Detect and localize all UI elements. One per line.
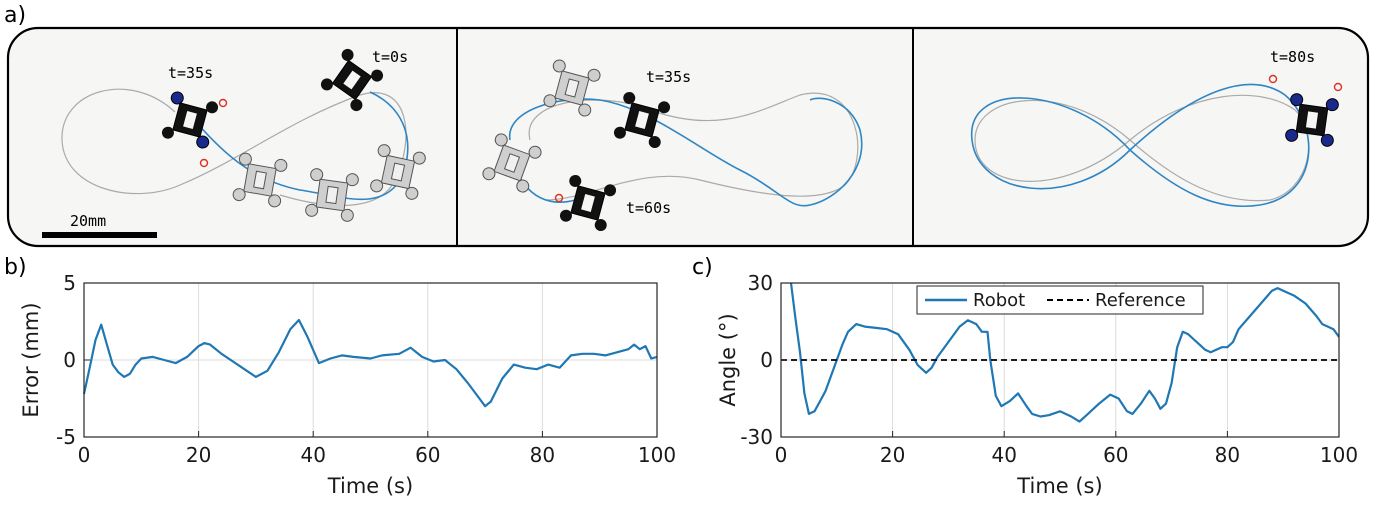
- y-axis-label: Angle (°): [716, 313, 740, 406]
- x-tick-label: 100: [1320, 443, 1358, 467]
- time-label: t=0s: [372, 48, 408, 66]
- target-marker: [1268, 74, 1278, 84]
- target-marker: [1333, 82, 1343, 92]
- time-label: t=35s: [646, 68, 691, 86]
- x-tick-label: 100: [638, 443, 676, 467]
- series-line-robot: [789, 282, 1340, 423]
- photo-panel-2: t=35s t=60s: [482, 59, 863, 232]
- robot-trajectory-3: [971, 83, 1310, 208]
- y-tick-label: 5: [63, 271, 76, 295]
- panel-label-c: c): [692, 255, 713, 280]
- scale-bar-label: 20mm: [70, 212, 106, 230]
- reference-path-2: [528, 92, 859, 201]
- x-tick-label: 80: [530, 443, 555, 467]
- time-label: t=80s: [1270, 48, 1315, 66]
- ghost-robot-3: [370, 144, 426, 200]
- target-marker: [199, 158, 209, 168]
- y-tick-label: -5: [56, 425, 76, 449]
- series-line-error: [82, 318, 658, 408]
- robot-t0-panel1: [320, 48, 384, 112]
- photo-strip-frame: [6, 26, 1370, 248]
- legend-label-robot: Robot: [973, 290, 1025, 311]
- ghost-robot-5: [482, 133, 542, 193]
- y-tick-label: 0: [760, 348, 773, 372]
- x-tick-label: 80: [1215, 443, 1240, 467]
- y-axis-label: Error (mm): [19, 302, 43, 417]
- legend-label-reference: Reference: [1095, 290, 1186, 311]
- y-tick-label: -30: [740, 425, 773, 449]
- x-tick-label: 20: [880, 443, 905, 467]
- x-tick-label: 20: [186, 443, 211, 467]
- ghost-robot-2: [305, 168, 359, 222]
- x-tick-label: 40: [300, 443, 325, 467]
- photo-panel-3: t=80s: [971, 48, 1343, 208]
- ghost-robot-4: [543, 59, 601, 117]
- robot-t35-panel1: [161, 91, 219, 149]
- x-tick-label: 0: [775, 443, 788, 467]
- legend: Robot Reference: [916, 285, 1204, 315]
- robot-t60-panel2: [559, 174, 617, 232]
- time-label: t=60s: [626, 199, 671, 217]
- x-tick-label: 60: [415, 443, 440, 467]
- photo-panel-1: t=35s t=0s 20mm: [42, 48, 426, 238]
- panel-label-a: a): [4, 3, 26, 28]
- scale-bar: [42, 232, 157, 238]
- ghost-robot-1: [232, 152, 288, 208]
- x-axis-label: Time (s): [1016, 474, 1102, 498]
- robot-t80-panel3: [1285, 93, 1339, 147]
- target-marker: [218, 98, 228, 108]
- panel-label-b: b): [4, 255, 27, 280]
- time-label: t=35s: [168, 64, 213, 82]
- robot-trajectory-1: [189, 91, 409, 201]
- photo-strip: t=35s t=0s 20mm: [6, 26, 1370, 248]
- x-tick-label: 0: [78, 443, 91, 467]
- y-tick-label: 30: [748, 271, 773, 295]
- x-tick-label: 40: [991, 443, 1016, 467]
- target-marker: [554, 193, 564, 203]
- y-tick-label: 0: [63, 348, 76, 372]
- robot-t35-panel2: [613, 91, 671, 149]
- x-tick-label: 60: [1103, 443, 1128, 467]
- x-axis-label: Time (s): [327, 474, 413, 498]
